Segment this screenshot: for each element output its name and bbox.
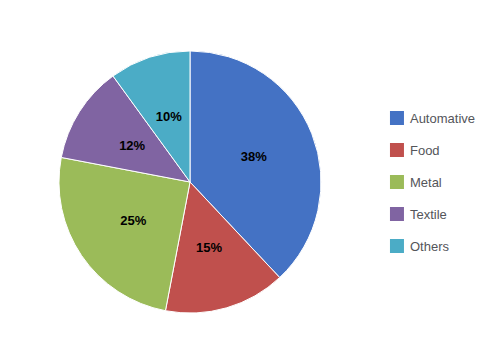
svg-text:38%: 38% [241, 149, 267, 164]
svg-text:Textile: Textile [410, 207, 447, 222]
svg-text:15%: 15% [196, 240, 222, 255]
svg-text:Metal: Metal [410, 175, 442, 190]
svg-text:10%: 10% [156, 109, 182, 124]
svg-text:Food: Food [410, 143, 440, 158]
svg-text:Others: Others [410, 239, 450, 254]
svg-text:12%: 12% [119, 138, 145, 153]
svg-text:Automative: Automative [410, 111, 475, 126]
svg-text:25%: 25% [120, 213, 146, 228]
